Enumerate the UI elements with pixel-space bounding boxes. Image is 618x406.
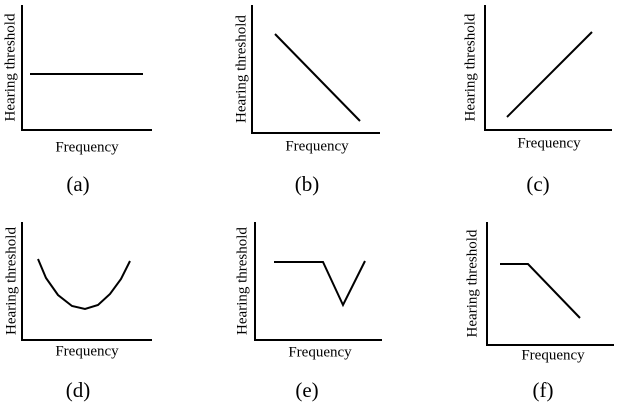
axes [486,222,614,346]
y-axis-label: Hearing threshold [233,15,249,123]
curve [274,260,366,308]
panel-caption: (e) [295,378,318,402]
x-axis-label: Frequency [285,138,349,154]
panel-caption: (c) [526,172,549,196]
curve [37,258,131,311]
y-axis-label: Hearing threshold [2,13,18,121]
curve [506,31,593,118]
panel-caption: (f) [533,378,554,402]
x-axis-label: Frequency [521,347,585,363]
panel-caption: (a) [66,172,89,196]
x-axis-label: Frequency [517,135,581,151]
y-axis-label: Hearing threshold [462,13,478,121]
panel-caption: (b) [295,172,320,196]
axes [484,5,612,131]
axes [254,222,382,341]
y-axis-label: Hearing threshold [234,227,250,335]
y-axis-label: Hearing threshold [464,229,480,337]
curve [274,33,361,122]
panel-caption: (d) [66,378,91,402]
axes [21,5,152,131]
curve [500,263,581,319]
x-axis-label: Frequency [288,344,352,360]
axes [251,5,380,134]
y-axis-label: Hearing threshold [3,227,19,335]
axes [21,222,152,341]
x-axis-label: Frequency [55,343,119,359]
x-axis-label: Frequency [55,139,119,155]
